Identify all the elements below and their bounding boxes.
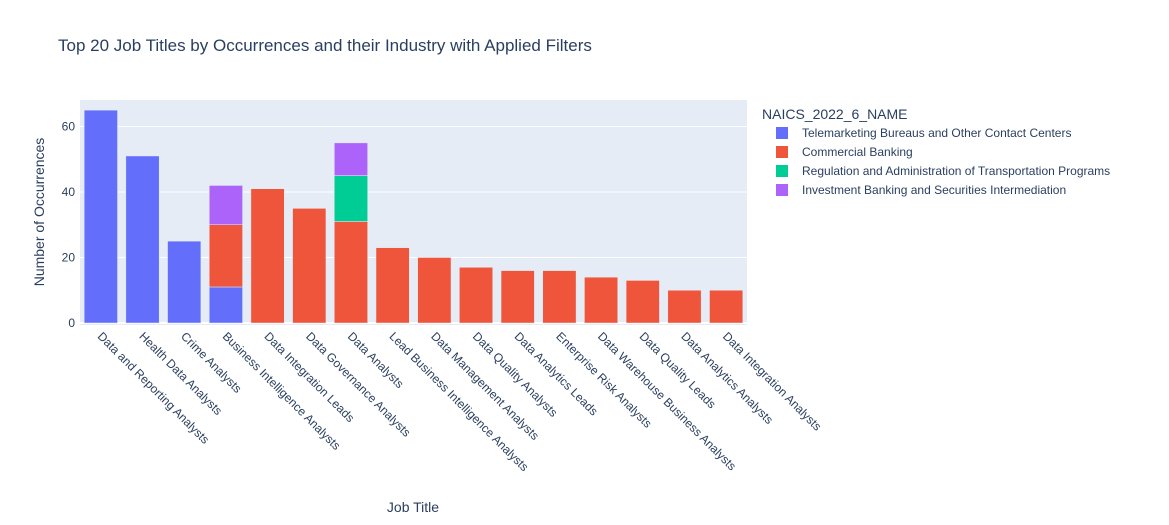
bar-segment[interactable] bbox=[334, 142, 368, 176]
bar-segment[interactable] bbox=[250, 188, 285, 324]
legend-swatch[interactable] bbox=[776, 165, 788, 177]
bar-segment[interactable] bbox=[83, 109, 118, 324]
bar-segment[interactable] bbox=[667, 290, 702, 324]
y-tick-label: 20 bbox=[62, 251, 76, 265]
y-tick-label: 60 bbox=[62, 120, 76, 134]
legend: NAICS_2022_6_NAME Telemarketing Bureaus … bbox=[762, 106, 1110, 197]
legend-item-label[interactable]: Commercial Banking bbox=[802, 145, 913, 159]
bar-segment[interactable] bbox=[208, 185, 243, 225]
y-axis-ticks: 0 20 40 60 bbox=[62, 120, 76, 331]
legend-item-label[interactable]: Investment Banking and Securities Interm… bbox=[802, 183, 1066, 197]
bar-segment[interactable] bbox=[125, 155, 160, 324]
bar-segment[interactable] bbox=[375, 247, 410, 324]
bar-segment[interactable] bbox=[584, 276, 619, 324]
bars bbox=[83, 109, 744, 324]
bar-segment[interactable] bbox=[459, 267, 493, 324]
bar-segment[interactable] bbox=[334, 221, 368, 324]
y-tick-label: 0 bbox=[68, 316, 75, 330]
bar-segment[interactable] bbox=[208, 224, 243, 288]
x-axis-title: Job Title bbox=[387, 499, 439, 515]
bar-segment[interactable] bbox=[334, 175, 368, 222]
chart-title: Top 20 Job Titles by Occurrences and the… bbox=[58, 36, 592, 55]
bar-segment[interactable] bbox=[625, 280, 660, 324]
legend-swatch[interactable] bbox=[776, 146, 788, 158]
legend-swatch[interactable] bbox=[776, 127, 788, 139]
bar-segment[interactable] bbox=[208, 286, 243, 324]
y-tick-label: 40 bbox=[62, 185, 76, 199]
x-tick-label: Data Quality Leads bbox=[637, 329, 719, 411]
bar-segment[interactable] bbox=[417, 257, 452, 324]
legend-swatch[interactable] bbox=[776, 184, 788, 196]
legend-item-label[interactable]: Regulation and Administration of Transpo… bbox=[802, 164, 1110, 178]
bar-segment[interactable] bbox=[292, 208, 327, 324]
legend-item-label[interactable]: Telemarketing Bureaus and Other Contact … bbox=[802, 126, 1071, 140]
legend-title: NAICS_2022_6_NAME bbox=[762, 106, 908, 122]
bar-segment[interactable] bbox=[542, 270, 577, 324]
y-axis-title: Number of Occurrences bbox=[31, 138, 47, 287]
bar-segment[interactable] bbox=[500, 270, 535, 324]
bar-segment[interactable] bbox=[167, 240, 202, 324]
bar-segment[interactable] bbox=[709, 290, 744, 324]
